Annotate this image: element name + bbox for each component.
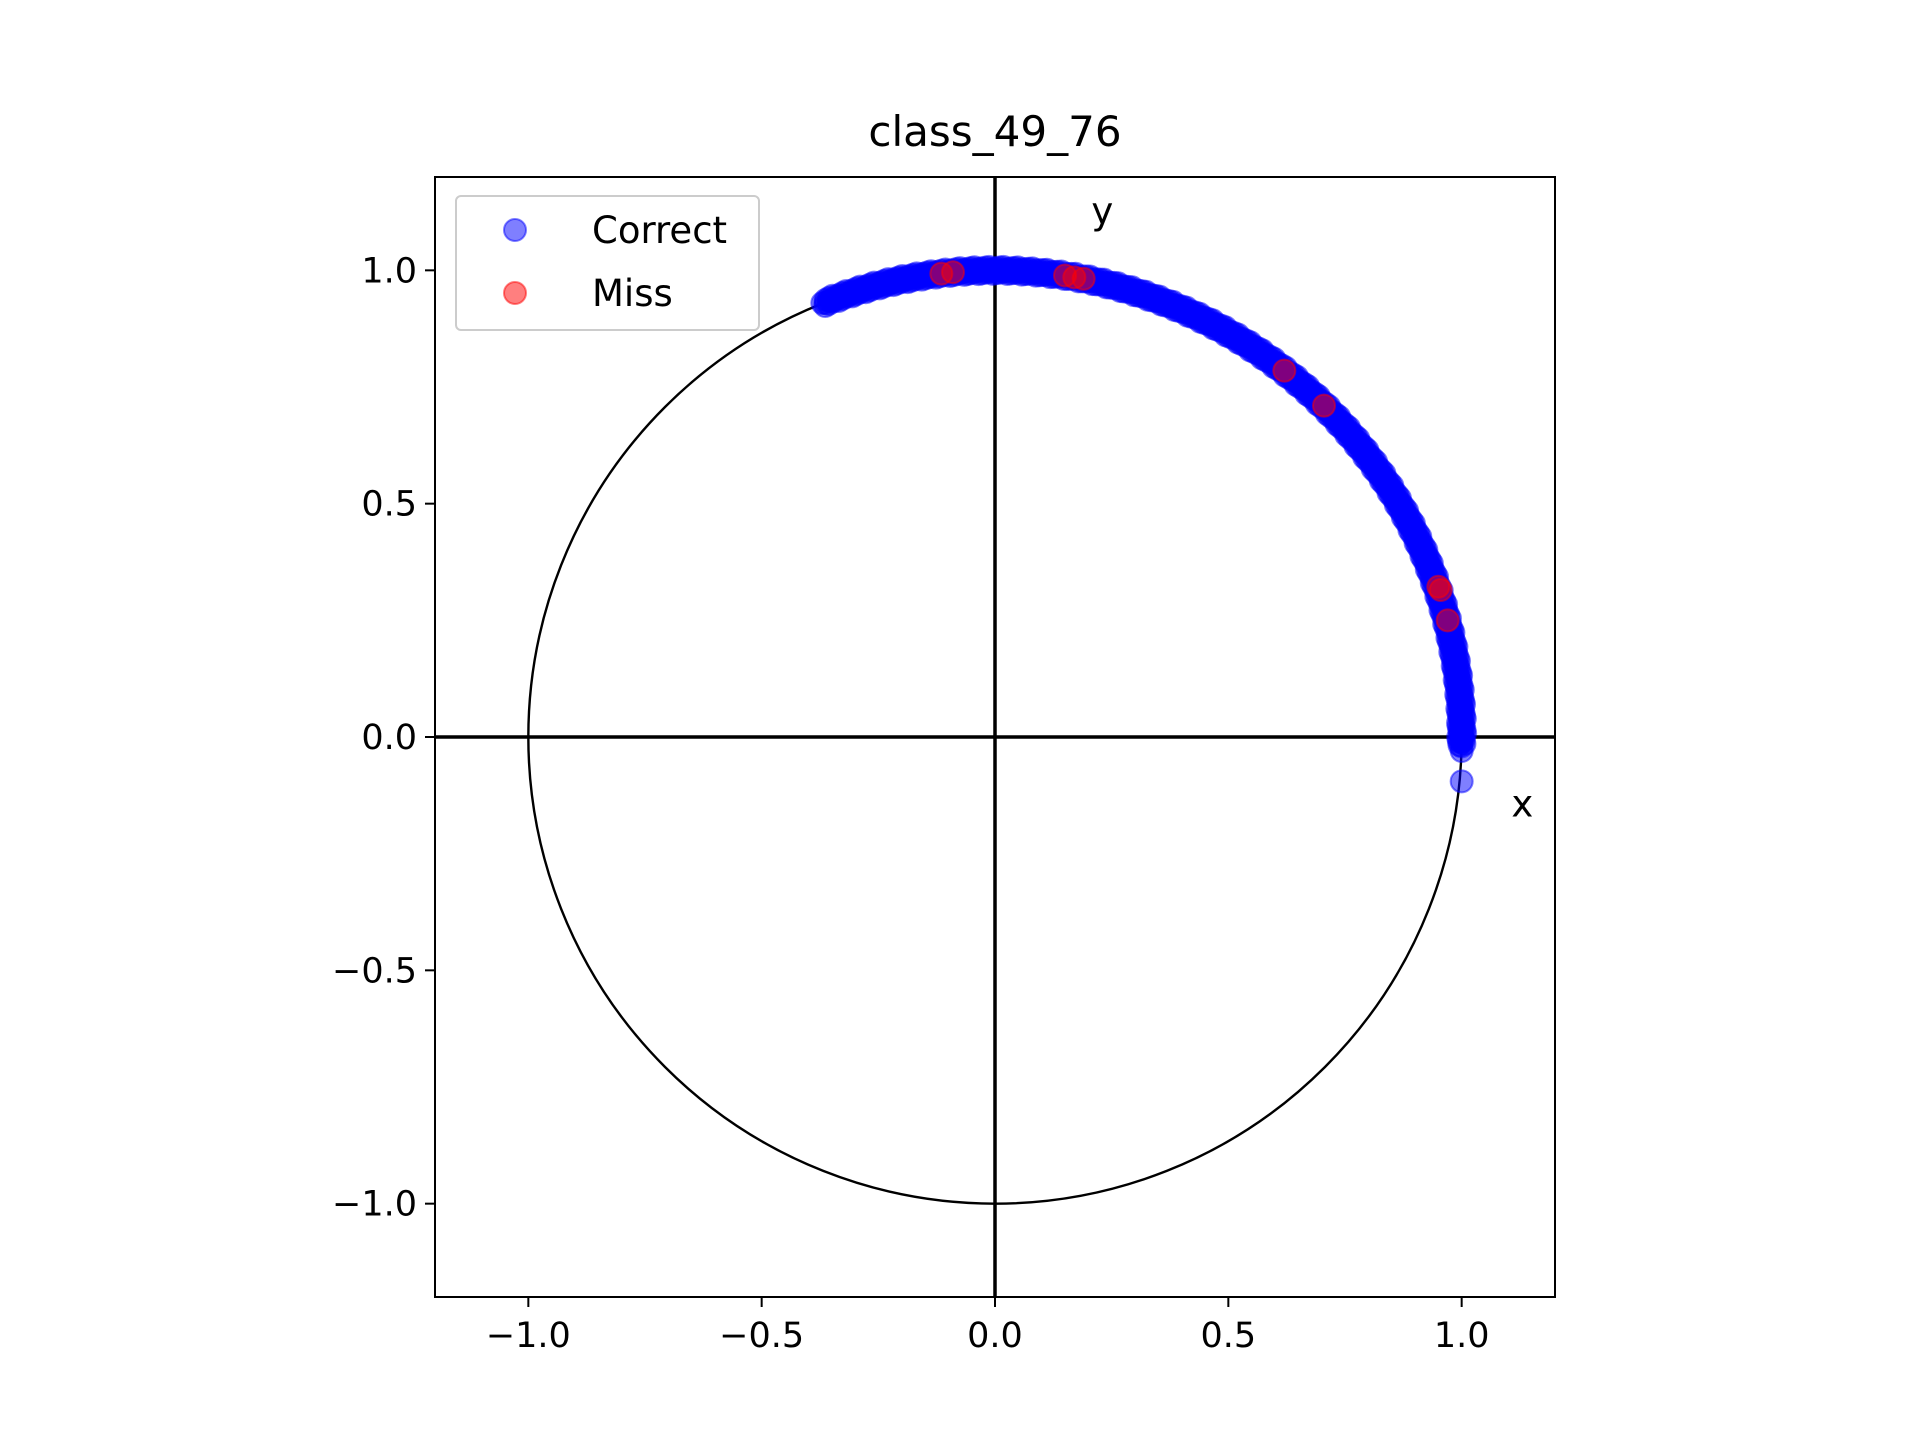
y-tick-label: 0.0 (361, 718, 417, 758)
correct-point (889, 267, 914, 292)
x-tick-label: 1.0 (1434, 1316, 1490, 1356)
annotation-y-label: y (1091, 190, 1113, 233)
miss-point (941, 260, 965, 285)
x-tick-label: 0.5 (1200, 1316, 1256, 1356)
correct-point (1449, 769, 1474, 794)
miss-point (1272, 358, 1297, 383)
legend-label-correct: Correct (592, 209, 727, 252)
miss-point (1071, 266, 1096, 291)
legend-box (455, 195, 760, 331)
annotation-x-label: x (1511, 782, 1533, 825)
legend-label-miss: Miss (592, 272, 673, 315)
x-tick-label: −1.0 (486, 1316, 571, 1356)
miss-point (1435, 608, 1460, 633)
correct-point (1449, 734, 1474, 759)
y-axis: −1.0 −0.5 0.0 0.5 1.0 (332, 251, 435, 1225)
y-tick-label: 1.0 (361, 251, 417, 291)
legend-marker-miss (503, 281, 527, 305)
miss-point (1428, 578, 1453, 602)
x-tick-label: −0.5 (719, 1316, 804, 1356)
correct-point (1328, 410, 1353, 434)
x-axis: −1.0 −0.5 0.0 0.5 1.0 (486, 1297, 1490, 1356)
plot-area (435, 177, 1555, 1297)
miss-point (1312, 393, 1336, 418)
annotations: yx (1091, 190, 1533, 826)
y-tick-label: −0.5 (332, 951, 417, 991)
chart-title: class_49_76 (868, 107, 1121, 156)
x-tick-label: 0.0 (967, 1316, 1023, 1356)
y-tick-label: 0.5 (361, 485, 417, 525)
y-tick-label: −1.0 (332, 1185, 417, 1225)
legend-marker-correct (503, 218, 527, 242)
legend: Correct Miss (455, 195, 760, 331)
